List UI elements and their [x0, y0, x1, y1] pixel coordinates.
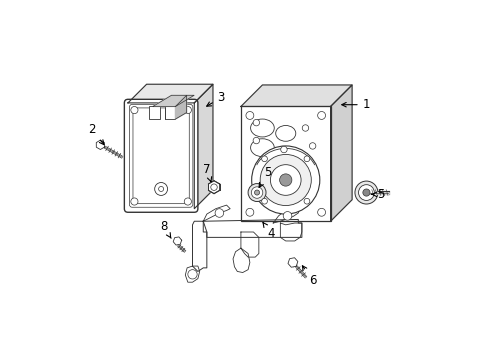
Polygon shape	[287, 258, 297, 267]
Polygon shape	[173, 237, 182, 245]
Text: 7: 7	[203, 163, 211, 182]
Bar	[241, 107, 330, 221]
Polygon shape	[241, 232, 258, 257]
Text: 4: 4	[263, 222, 275, 240]
Text: 3: 3	[206, 91, 224, 106]
Polygon shape	[273, 206, 300, 223]
Circle shape	[184, 198, 191, 205]
Polygon shape	[194, 84, 212, 209]
Circle shape	[309, 143, 315, 149]
Circle shape	[280, 146, 286, 153]
Polygon shape	[208, 181, 219, 194]
Circle shape	[245, 208, 253, 216]
Circle shape	[247, 184, 265, 202]
Text: 6: 6	[302, 266, 316, 287]
Circle shape	[215, 209, 223, 217]
Ellipse shape	[275, 126, 295, 141]
Circle shape	[304, 198, 309, 204]
Circle shape	[253, 137, 259, 144]
Text: 2: 2	[88, 123, 104, 145]
Polygon shape	[330, 85, 351, 221]
Circle shape	[362, 189, 369, 196]
Circle shape	[158, 186, 163, 192]
Text: 1: 1	[341, 98, 369, 111]
Polygon shape	[185, 266, 199, 282]
Circle shape	[260, 154, 311, 206]
Circle shape	[210, 184, 217, 190]
Circle shape	[184, 107, 191, 114]
Circle shape	[131, 107, 138, 114]
Circle shape	[261, 198, 267, 204]
Circle shape	[154, 183, 167, 195]
Polygon shape	[233, 248, 249, 273]
Circle shape	[251, 146, 319, 214]
Circle shape	[253, 120, 259, 126]
Polygon shape	[128, 84, 212, 103]
Circle shape	[283, 212, 291, 220]
Bar	[164, 107, 175, 119]
Circle shape	[251, 187, 262, 198]
Circle shape	[245, 112, 253, 120]
Text: 5: 5	[259, 166, 271, 187]
Circle shape	[358, 185, 373, 201]
Circle shape	[279, 174, 291, 186]
Circle shape	[261, 156, 267, 162]
Circle shape	[317, 208, 325, 216]
Polygon shape	[203, 205, 230, 221]
Circle shape	[304, 156, 309, 162]
FancyBboxPatch shape	[124, 99, 198, 212]
Circle shape	[317, 112, 325, 120]
Polygon shape	[153, 95, 194, 107]
Polygon shape	[175, 95, 186, 119]
Polygon shape	[280, 223, 301, 241]
Circle shape	[254, 190, 259, 195]
Ellipse shape	[250, 119, 274, 137]
Ellipse shape	[250, 139, 274, 157]
Bar	[149, 107, 160, 119]
Text: 8: 8	[160, 220, 171, 238]
Circle shape	[187, 270, 197, 279]
Circle shape	[354, 181, 377, 204]
Text: 5: 5	[371, 188, 384, 201]
Circle shape	[302, 125, 308, 131]
Polygon shape	[241, 85, 351, 107]
Polygon shape	[203, 220, 301, 237]
Circle shape	[270, 165, 301, 195]
Polygon shape	[192, 221, 206, 271]
Circle shape	[131, 198, 138, 205]
Polygon shape	[96, 140, 104, 149]
